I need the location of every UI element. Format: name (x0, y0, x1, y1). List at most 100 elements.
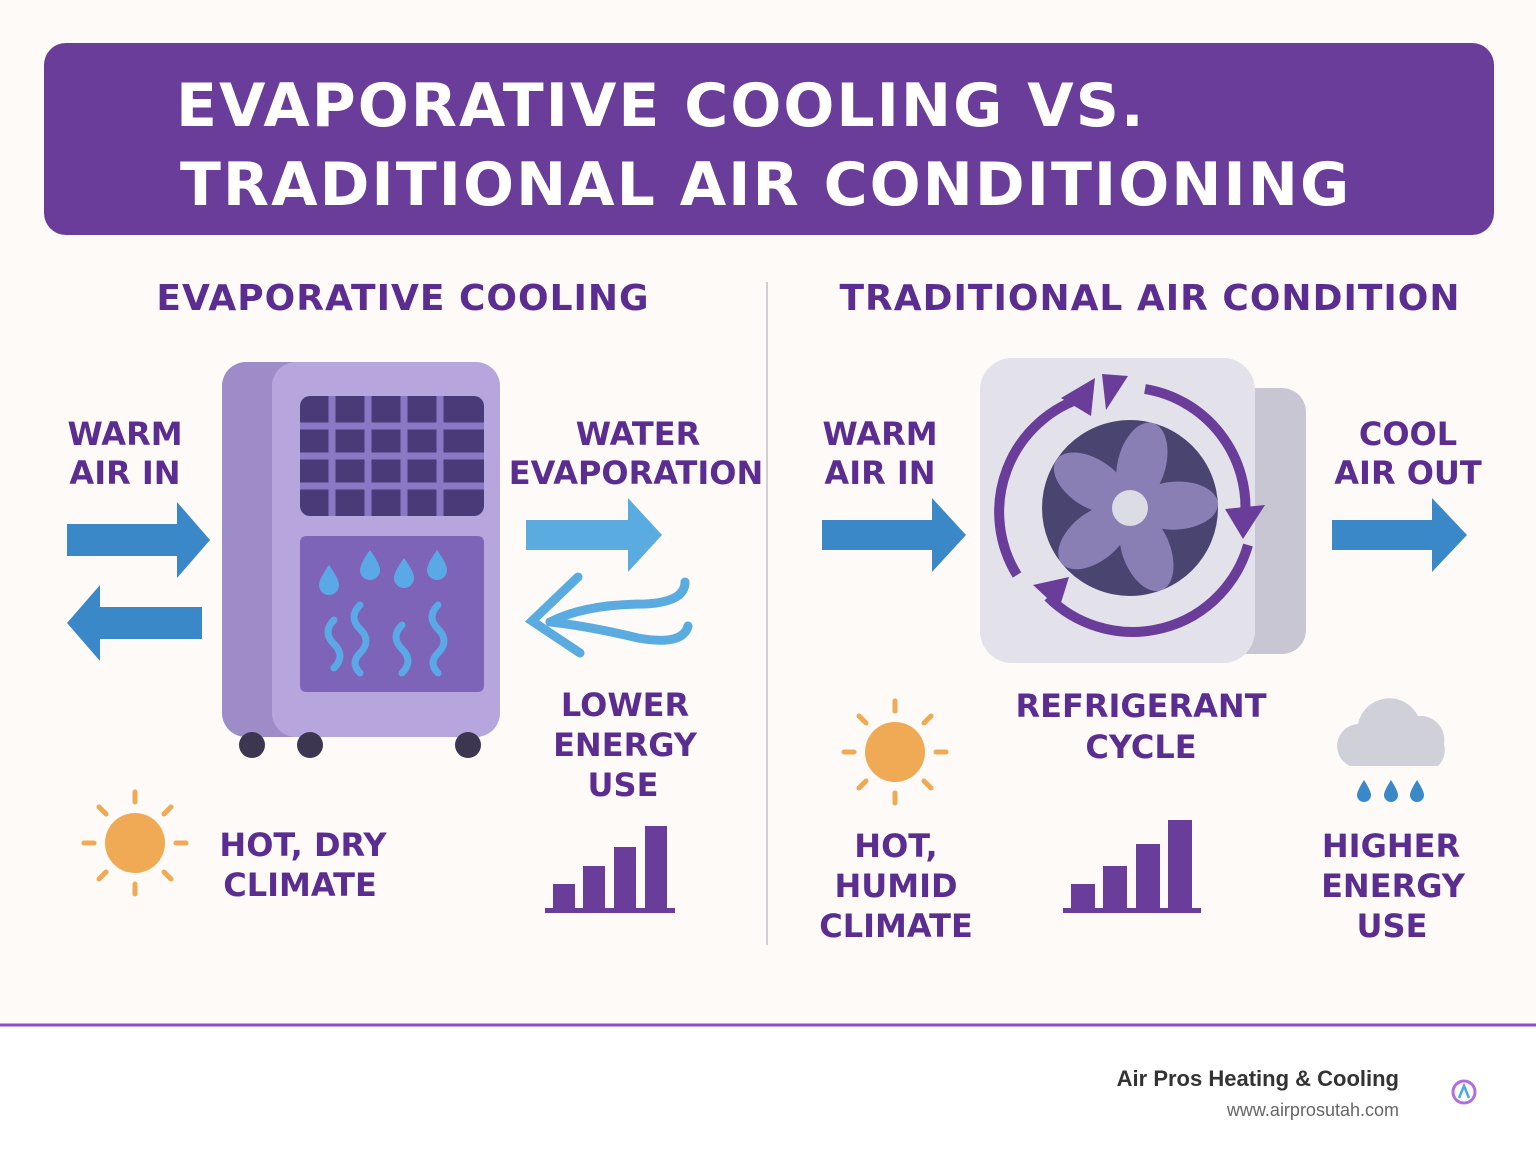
evaporative-cooler-icon-part-part (319, 565, 339, 595)
label-line: WATER (576, 415, 700, 453)
energy-bars-icon (545, 826, 675, 913)
energy-bars-icon-part (614, 847, 636, 910)
sun-icon-part (865, 722, 925, 782)
ac-unit-icon-part-part (1053, 452, 1129, 514)
ac-unit-icon-part (994, 384, 1253, 637)
footer: Air Pros Heating & Cooling www.airprosut… (0, 1023, 1536, 1154)
evaporative-cooler-icon (222, 362, 500, 758)
label-line: WARM (822, 415, 937, 453)
left-label-water-evaporation: WATER EVAPORATION (509, 415, 764, 492)
arrow-right (67, 502, 210, 578)
sun-icon (81, 789, 189, 897)
sun-icon (841, 698, 949, 806)
label-line: COOL (1359, 415, 1457, 453)
sun-icon-part (841, 698, 949, 806)
ac-unit-icon-part-part (1033, 577, 1069, 609)
label-line: CLIMATE (819, 907, 973, 945)
ac-unit-icon-part-part (1144, 384, 1251, 519)
section-heading: EVAPORATIVE COOLING (156, 278, 649, 319)
sun-icon-part-part (856, 713, 869, 726)
ac-unit-icon-part (1033, 374, 1265, 609)
rain-cloud-icon (1337, 698, 1445, 802)
sun-icon-part-part (96, 869, 109, 882)
title-line: EVAPORATIVE COOLING VS. (176, 71, 1146, 141)
airflow-swirl-part (524, 572, 585, 658)
label-line: USE (1357, 907, 1428, 945)
right-label-climate: HOT, HUMID CLIMATE (819, 827, 973, 945)
arrow-right (822, 498, 966, 572)
right-label-warm-air-in: WARM AIR IN (822, 415, 937, 492)
evaporative-cooler-icon-part-part (350, 601, 370, 677)
evaporative-cooler-icon-part-part (428, 601, 448, 677)
energy-bars-icon-part (553, 884, 575, 910)
label-line: HOT, (854, 827, 937, 865)
left-label-warm-air-in: WARM AIR IN (67, 415, 182, 492)
label-line: HIGHER (1322, 827, 1460, 865)
energy-bars-icon-part (1103, 866, 1127, 910)
ac-unit-icon-part-part (1225, 505, 1265, 539)
ac-unit-icon-part-part (994, 392, 1087, 578)
airflow-swirl (524, 572, 693, 658)
ac-unit-icon-part-part (1133, 481, 1218, 530)
label-line: ENERGY (553, 726, 698, 764)
footer-part (1451, 1079, 1477, 1105)
ac-unit-icon (980, 358, 1306, 663)
evaporative-cooler-icon-part-part (360, 550, 380, 580)
ac-unit-icon-part (1112, 490, 1148, 526)
rain-cloud-icon-part-part (1357, 780, 1371, 802)
sun-icon-part-part (161, 804, 174, 817)
label-line: AIR OUT (1334, 454, 1482, 492)
ac-unit-icon-part-part (1119, 510, 1174, 592)
ac-unit-icon-part (1053, 422, 1218, 592)
rain-cloud-icon-part (1337, 698, 1445, 766)
energy-bars-icon-part (1136, 844, 1160, 910)
label-line: ENERGY (1321, 867, 1466, 905)
evaporative-cooler-icon-part-part (427, 550, 447, 580)
label-line: CYCLE (1085, 728, 1196, 766)
right-label-cool-air-out: COOL AIR OUT (1334, 415, 1482, 492)
evaporative-cooler-icon-part-part (297, 732, 323, 758)
left-label-climate: HOT, DRY CLIMATE (219, 826, 387, 904)
header-part (44, 43, 1494, 235)
energy-bars-icon-part (1063, 908, 1201, 913)
footer-part (1457, 1082, 1471, 1099)
label-line: HUMID (834, 867, 957, 905)
evaporative-cooler-icon-part (300, 536, 484, 692)
label-line: AIR IN (69, 454, 180, 492)
sun-icon-part-part (96, 804, 109, 817)
ac-unit-icon-part-part (1116, 422, 1168, 505)
sun-icon-part (105, 813, 165, 873)
energy-bars-icon-part (1071, 884, 1095, 910)
rain-cloud-icon-part-part (1384, 780, 1398, 802)
label-line: REFRIGERANT (1015, 687, 1266, 725)
label-line: WARM (67, 415, 182, 453)
section-heading: TRADITIONAL AIR CONDITION (839, 278, 1460, 319)
evaporative-cooler-icon-part (300, 396, 484, 516)
airflow-swirl-part (545, 617, 693, 645)
energy-bars-icon-part (583, 866, 605, 910)
footer-part (0, 1025, 1536, 1154)
arrow-right (526, 498, 662, 572)
airflow-swirl-part (545, 577, 690, 627)
ac-unit-icon-part-part (1061, 378, 1095, 416)
website: www.airprosutah.com (1226, 1100, 1399, 1120)
label-line: CLIMATE (223, 866, 377, 904)
label-line: AIR IN (824, 454, 935, 492)
sun-icon-part-part (921, 713, 934, 726)
sun-icon-part (81, 789, 189, 897)
sun-icon-part-part (161, 869, 174, 882)
left-label-lower-energy: LOWER ENERGY USE (553, 686, 698, 804)
energy-bars-icon (1063, 820, 1201, 913)
evaporative-cooler-icon-part (319, 550, 447, 595)
energy-bars-icon-part (545, 908, 675, 913)
label-line: EVAPORATION (509, 454, 764, 492)
evaporative-cooler-icon-part-part (455, 732, 481, 758)
rain-cloud-icon-part (1357, 780, 1424, 802)
company-name: Air Pros Heating & Cooling (1117, 1066, 1399, 1091)
arrow-right (1332, 498, 1467, 572)
ac-unit-icon-part-part (1058, 504, 1131, 570)
rain-cloud-icon-part-part (1410, 780, 1424, 802)
evaporative-cooler-icon-part (239, 732, 481, 758)
